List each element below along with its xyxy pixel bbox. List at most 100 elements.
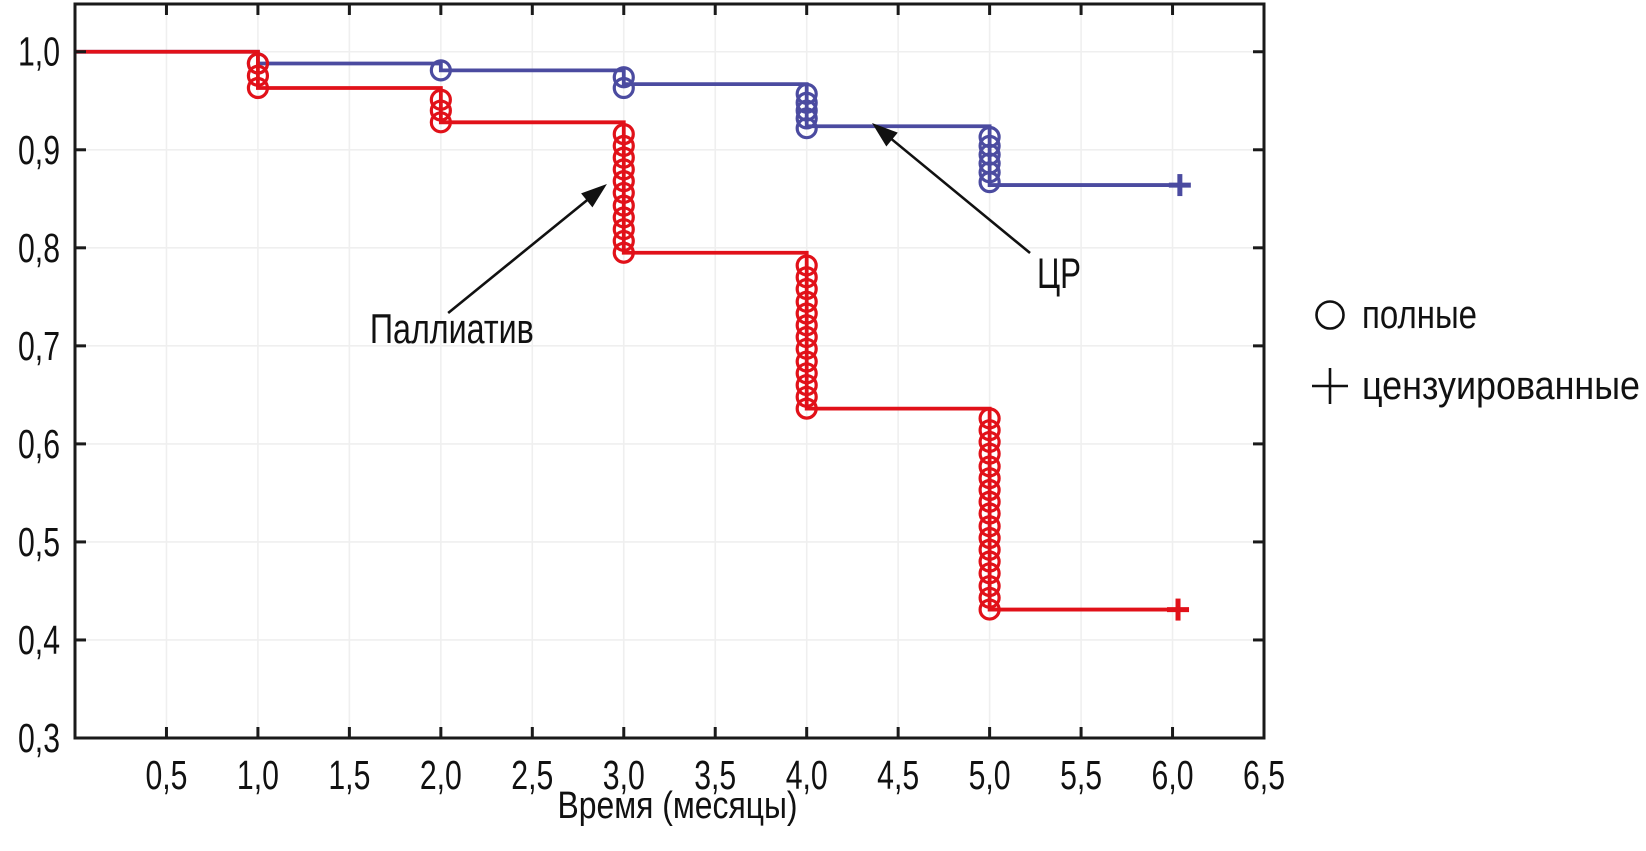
x-tick-label: 3,5 xyxy=(694,752,736,798)
event-marker-palliative xyxy=(978,598,1001,621)
x-tick-label: 2,0 xyxy=(420,752,462,798)
legend-item-circle: полные xyxy=(1315,293,1477,337)
legend-item-plus: цензуированные xyxy=(1312,364,1640,408)
event-marker-palliative xyxy=(612,229,635,253)
event-marker-palliative xyxy=(978,442,1001,465)
axis-ticks xyxy=(75,4,1266,740)
event-marker-cr xyxy=(978,161,1001,184)
annotation-palliative-label: Паллиатив xyxy=(370,183,607,352)
event-marker-palliative xyxy=(612,158,635,181)
event-marker-palliative xyxy=(612,218,635,241)
event-marker-palliative xyxy=(978,407,1001,430)
event-marker-palliative xyxy=(612,194,635,217)
y-tick-label: 0,3 xyxy=(18,715,60,761)
event-marker-cr xyxy=(795,82,818,105)
series-palliative-line xyxy=(75,49,1179,612)
censored-marker-cr xyxy=(1168,174,1191,197)
event-marker-palliative xyxy=(978,526,1001,550)
event-marker-cr xyxy=(795,107,818,130)
legend-item-label: полные xyxy=(1362,293,1477,337)
annotation-cr-label: ЦР xyxy=(871,123,1081,298)
y-tick-label: 1,0 xyxy=(18,29,60,75)
event-marker-palliative xyxy=(978,538,1001,561)
event-marker-palliative xyxy=(795,325,818,349)
axis-labels: 0,5 1,0 1,5 2,0 2,5 3,0 3,5 4,0 4,5 5,0 5,5 6,0 6,5 0… xyxy=(18,29,1285,827)
x-tick-label: 1,5 xyxy=(328,752,370,798)
x-tick-label: 4,5 xyxy=(877,752,919,798)
series-cr xyxy=(75,49,1191,197)
censored-marker-palliative xyxy=(1167,598,1190,621)
event-marker-palliative xyxy=(795,266,818,289)
legend: полные цензуированные xyxy=(1312,293,1640,408)
event-marker-palliative xyxy=(795,254,818,277)
event-marker-palliative xyxy=(612,134,635,157)
event-marker-palliative xyxy=(246,76,270,100)
event-marker-palliative xyxy=(429,88,452,111)
x-tick-label: 6,5 xyxy=(1243,752,1285,798)
event-marker-palliative xyxy=(246,52,270,75)
annotation-cr-label-arrowhead xyxy=(871,123,898,147)
plot-frame xyxy=(73,2,1266,740)
event-marker-cr xyxy=(612,66,635,89)
event-marker-palliative xyxy=(978,490,1001,513)
x-axis-title: Время (месяцы) xyxy=(558,785,798,827)
x-tick-label: 0,5 xyxy=(145,752,187,798)
event-marker-palliative xyxy=(978,478,1001,502)
plot-border xyxy=(73,2,1266,740)
event-marker-palliative xyxy=(612,181,635,205)
y-tick-label: 0,7 xyxy=(18,323,60,369)
event-marker-palliative xyxy=(978,515,1001,538)
event-marker-palliative xyxy=(978,586,1001,609)
event-marker-palliative xyxy=(978,455,1001,478)
y-tick-label: 0,4 xyxy=(18,617,60,663)
legend-item-label: цензуированные xyxy=(1362,364,1640,408)
legend-plus-icon xyxy=(1312,368,1348,404)
x-tick-label: 4,0 xyxy=(786,752,828,798)
annotation-cr-label-text: ЦР xyxy=(1037,250,1081,298)
annotation-palliative-label-arrowhead xyxy=(581,183,607,208)
y-tick-label: 0,5 xyxy=(18,519,60,565)
event-marker-palliative xyxy=(795,337,818,360)
event-marker-palliative xyxy=(978,430,1001,454)
x-tick-label: 5,5 xyxy=(1060,752,1102,798)
x-tick-label: 6,0 xyxy=(1152,752,1194,798)
event-marker-palliative xyxy=(978,467,1001,490)
annotation-cr-label-arrow-line xyxy=(885,133,1031,255)
event-marker-palliative xyxy=(978,419,1001,442)
event-marker-palliative xyxy=(612,122,635,146)
event-marker-palliative xyxy=(429,111,452,134)
event-marker-palliative xyxy=(978,550,1001,573)
x-tick-label: 1,0 xyxy=(237,752,279,798)
y-tick-label: 0,6 xyxy=(18,421,60,467)
event-marker-palliative xyxy=(978,502,1001,525)
series-palliative xyxy=(75,49,1190,621)
grid xyxy=(75,4,1264,738)
event-marker-cr xyxy=(612,76,635,100)
event-marker-cr xyxy=(795,117,818,140)
legend-circle-icon xyxy=(1315,300,1345,330)
event-marker-palliative xyxy=(795,314,818,337)
event-marker-palliative xyxy=(612,241,635,264)
x-tick-label: 5,0 xyxy=(969,752,1011,798)
event-marker-palliative xyxy=(612,146,635,169)
event-marker-palliative xyxy=(795,350,818,373)
event-marker-palliative xyxy=(978,562,1001,585)
y-tick-label: 0,9 xyxy=(18,127,60,173)
annotation-palliative-label-arrow-line xyxy=(447,194,594,315)
x-tick-label: 3,0 xyxy=(603,752,645,798)
event-marker-palliative xyxy=(795,302,818,325)
event-marker-palliative xyxy=(795,277,818,301)
event-marker-palliative xyxy=(612,206,635,229)
x-tick-label: 2,5 xyxy=(511,752,553,798)
event-marker-palliative xyxy=(795,290,818,313)
event-marker-palliative xyxy=(795,373,818,397)
event-marker-palliative xyxy=(795,397,818,420)
y-tick-label: 0,8 xyxy=(18,225,60,271)
event-marker-palliative xyxy=(795,362,818,385)
event-marker-palliative xyxy=(612,170,635,193)
event-marker-cr xyxy=(429,59,452,82)
event-marker-palliative xyxy=(795,385,818,408)
event-marker-cr xyxy=(795,91,818,114)
